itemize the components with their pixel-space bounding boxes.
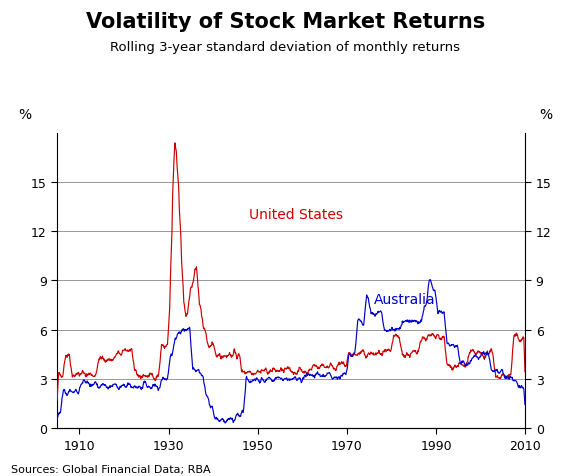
Text: %: % — [539, 108, 552, 122]
Text: Australia: Australia — [373, 293, 435, 307]
Text: %: % — [18, 108, 31, 122]
Text: Sources: Global Financial Data; RBA: Sources: Global Financial Data; RBA — [11, 464, 211, 474]
Text: Rolling 3-year standard deviation of monthly returns: Rolling 3-year standard deviation of mon… — [111, 40, 460, 53]
Text: Volatility of Stock Market Returns: Volatility of Stock Market Returns — [86, 12, 485, 32]
Text: United States: United States — [249, 208, 343, 221]
